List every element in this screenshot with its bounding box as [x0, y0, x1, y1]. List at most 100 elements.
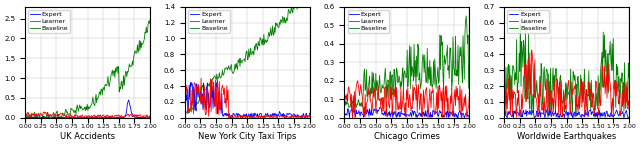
- Line: Learner: Learner: [344, 81, 469, 118]
- Expert: [616, 112, 623, 114]
- Expert: [348, 107, 356, 109]
- Expert: [260, 117, 268, 119]
- Expert: [524, 111, 532, 113]
- Expert: [141, 117, 149, 119]
- Learner: [181, 112, 189, 114]
- Learner: [348, 110, 356, 112]
- Baseline: [460, 57, 467, 59]
- Learner: [26, 116, 34, 118]
- Expert: [460, 114, 467, 116]
- Learner: [346, 92, 353, 94]
- Expert: [21, 117, 29, 118]
- Expert: [465, 115, 473, 117]
- Legend: Expert, Learner, Baseline: Expert, Learner, Baseline: [28, 10, 70, 33]
- Learner: [351, 117, 359, 119]
- Learner: [301, 116, 308, 118]
- Learner: [40, 111, 48, 113]
- Expert: [146, 116, 154, 118]
- Legend: Expert, Learner, Baseline: Expert, Learner, Baseline: [508, 10, 549, 33]
- Line: Expert: Expert: [25, 100, 150, 118]
- Baseline: [374, 98, 382, 100]
- Learner: [505, 99, 513, 101]
- Expert: [340, 112, 348, 114]
- Learner: [63, 117, 71, 119]
- Learner: [137, 114, 145, 116]
- Expert: [362, 106, 370, 108]
- X-axis label: New York City Taxi Trips: New York City Taxi Trips: [198, 132, 296, 141]
- Learner: [296, 116, 303, 117]
- Line: Expert: Expert: [185, 83, 310, 118]
- Learner: [55, 114, 63, 115]
- Baseline: [524, 98, 532, 99]
- Expert: [296, 115, 304, 117]
- Learner: [528, 49, 536, 51]
- Baseline: [625, 76, 633, 78]
- Learner: [306, 116, 314, 118]
- Line: Baseline: Baseline: [504, 25, 629, 114]
- Expert: [137, 117, 145, 118]
- Baseline: [45, 114, 53, 116]
- Baseline: [204, 83, 212, 85]
- Expert: [29, 116, 37, 118]
- Expert: [27, 117, 35, 118]
- Learner: [146, 116, 154, 118]
- Expert: [215, 93, 223, 94]
- Learner: [297, 117, 305, 119]
- Expert: [456, 111, 463, 113]
- Expert: [620, 117, 628, 119]
- Learner: [456, 85, 464, 87]
- Learner: [625, 109, 633, 110]
- Learner: [513, 116, 520, 118]
- Line: Learner: Learner: [25, 112, 150, 118]
- Baseline: [146, 19, 154, 21]
- Expert: [460, 117, 468, 119]
- Baseline: [364, 85, 372, 86]
- Baseline: [214, 77, 222, 79]
- Expert: [508, 116, 515, 117]
- Expert: [522, 109, 530, 111]
- Line: Expert: Expert: [504, 110, 629, 118]
- Learner: [205, 115, 212, 117]
- Legend: Expert, Learner, Baseline: Expert, Learner, Baseline: [188, 10, 230, 33]
- Baseline: [136, 50, 144, 51]
- Baseline: [516, 24, 524, 26]
- X-axis label: Chicago Crimes: Chicago Crimes: [374, 132, 440, 141]
- Baseline: [29, 117, 37, 119]
- Baseline: [348, 107, 355, 109]
- Baseline: [535, 99, 543, 101]
- Learner: [21, 113, 29, 115]
- Expert: [374, 110, 382, 112]
- Learner: [524, 60, 532, 62]
- Baseline: [462, 15, 470, 17]
- Expert: [55, 117, 63, 118]
- Learner: [365, 94, 372, 96]
- Expert: [306, 112, 314, 114]
- Learner: [500, 88, 508, 90]
- Expert: [301, 117, 308, 118]
- Learner: [375, 99, 383, 101]
- Expert: [45, 117, 53, 119]
- Baseline: [55, 116, 63, 117]
- Learner: [354, 80, 362, 82]
- Line: Learner: Learner: [185, 78, 310, 118]
- Baseline: [21, 115, 29, 117]
- Learner: [186, 108, 194, 110]
- Line: Expert: Expert: [344, 107, 469, 118]
- Expert: [556, 117, 563, 119]
- Learner: [340, 106, 348, 107]
- Baseline: [186, 109, 194, 110]
- Expert: [181, 83, 189, 85]
- Expert: [204, 104, 212, 106]
- Learner: [215, 114, 223, 115]
- Baseline: [528, 114, 536, 115]
- Baseline: [189, 108, 196, 109]
- Baseline: [349, 100, 356, 102]
- Learner: [620, 86, 628, 87]
- Baseline: [620, 110, 628, 112]
- Expert: [346, 117, 353, 118]
- Baseline: [141, 38, 148, 40]
- Learner: [465, 96, 473, 98]
- Line: Baseline: Baseline: [25, 20, 150, 118]
- Expert: [534, 111, 542, 113]
- Baseline: [508, 98, 515, 100]
